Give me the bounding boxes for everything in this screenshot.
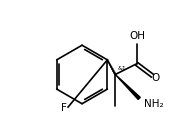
Text: OH: OH [129,31,145,41]
Text: F: F [61,103,67,113]
Polygon shape [115,74,140,99]
Text: O: O [152,73,160,84]
Text: &1: &1 [117,66,126,72]
Text: NH₂: NH₂ [144,99,163,109]
